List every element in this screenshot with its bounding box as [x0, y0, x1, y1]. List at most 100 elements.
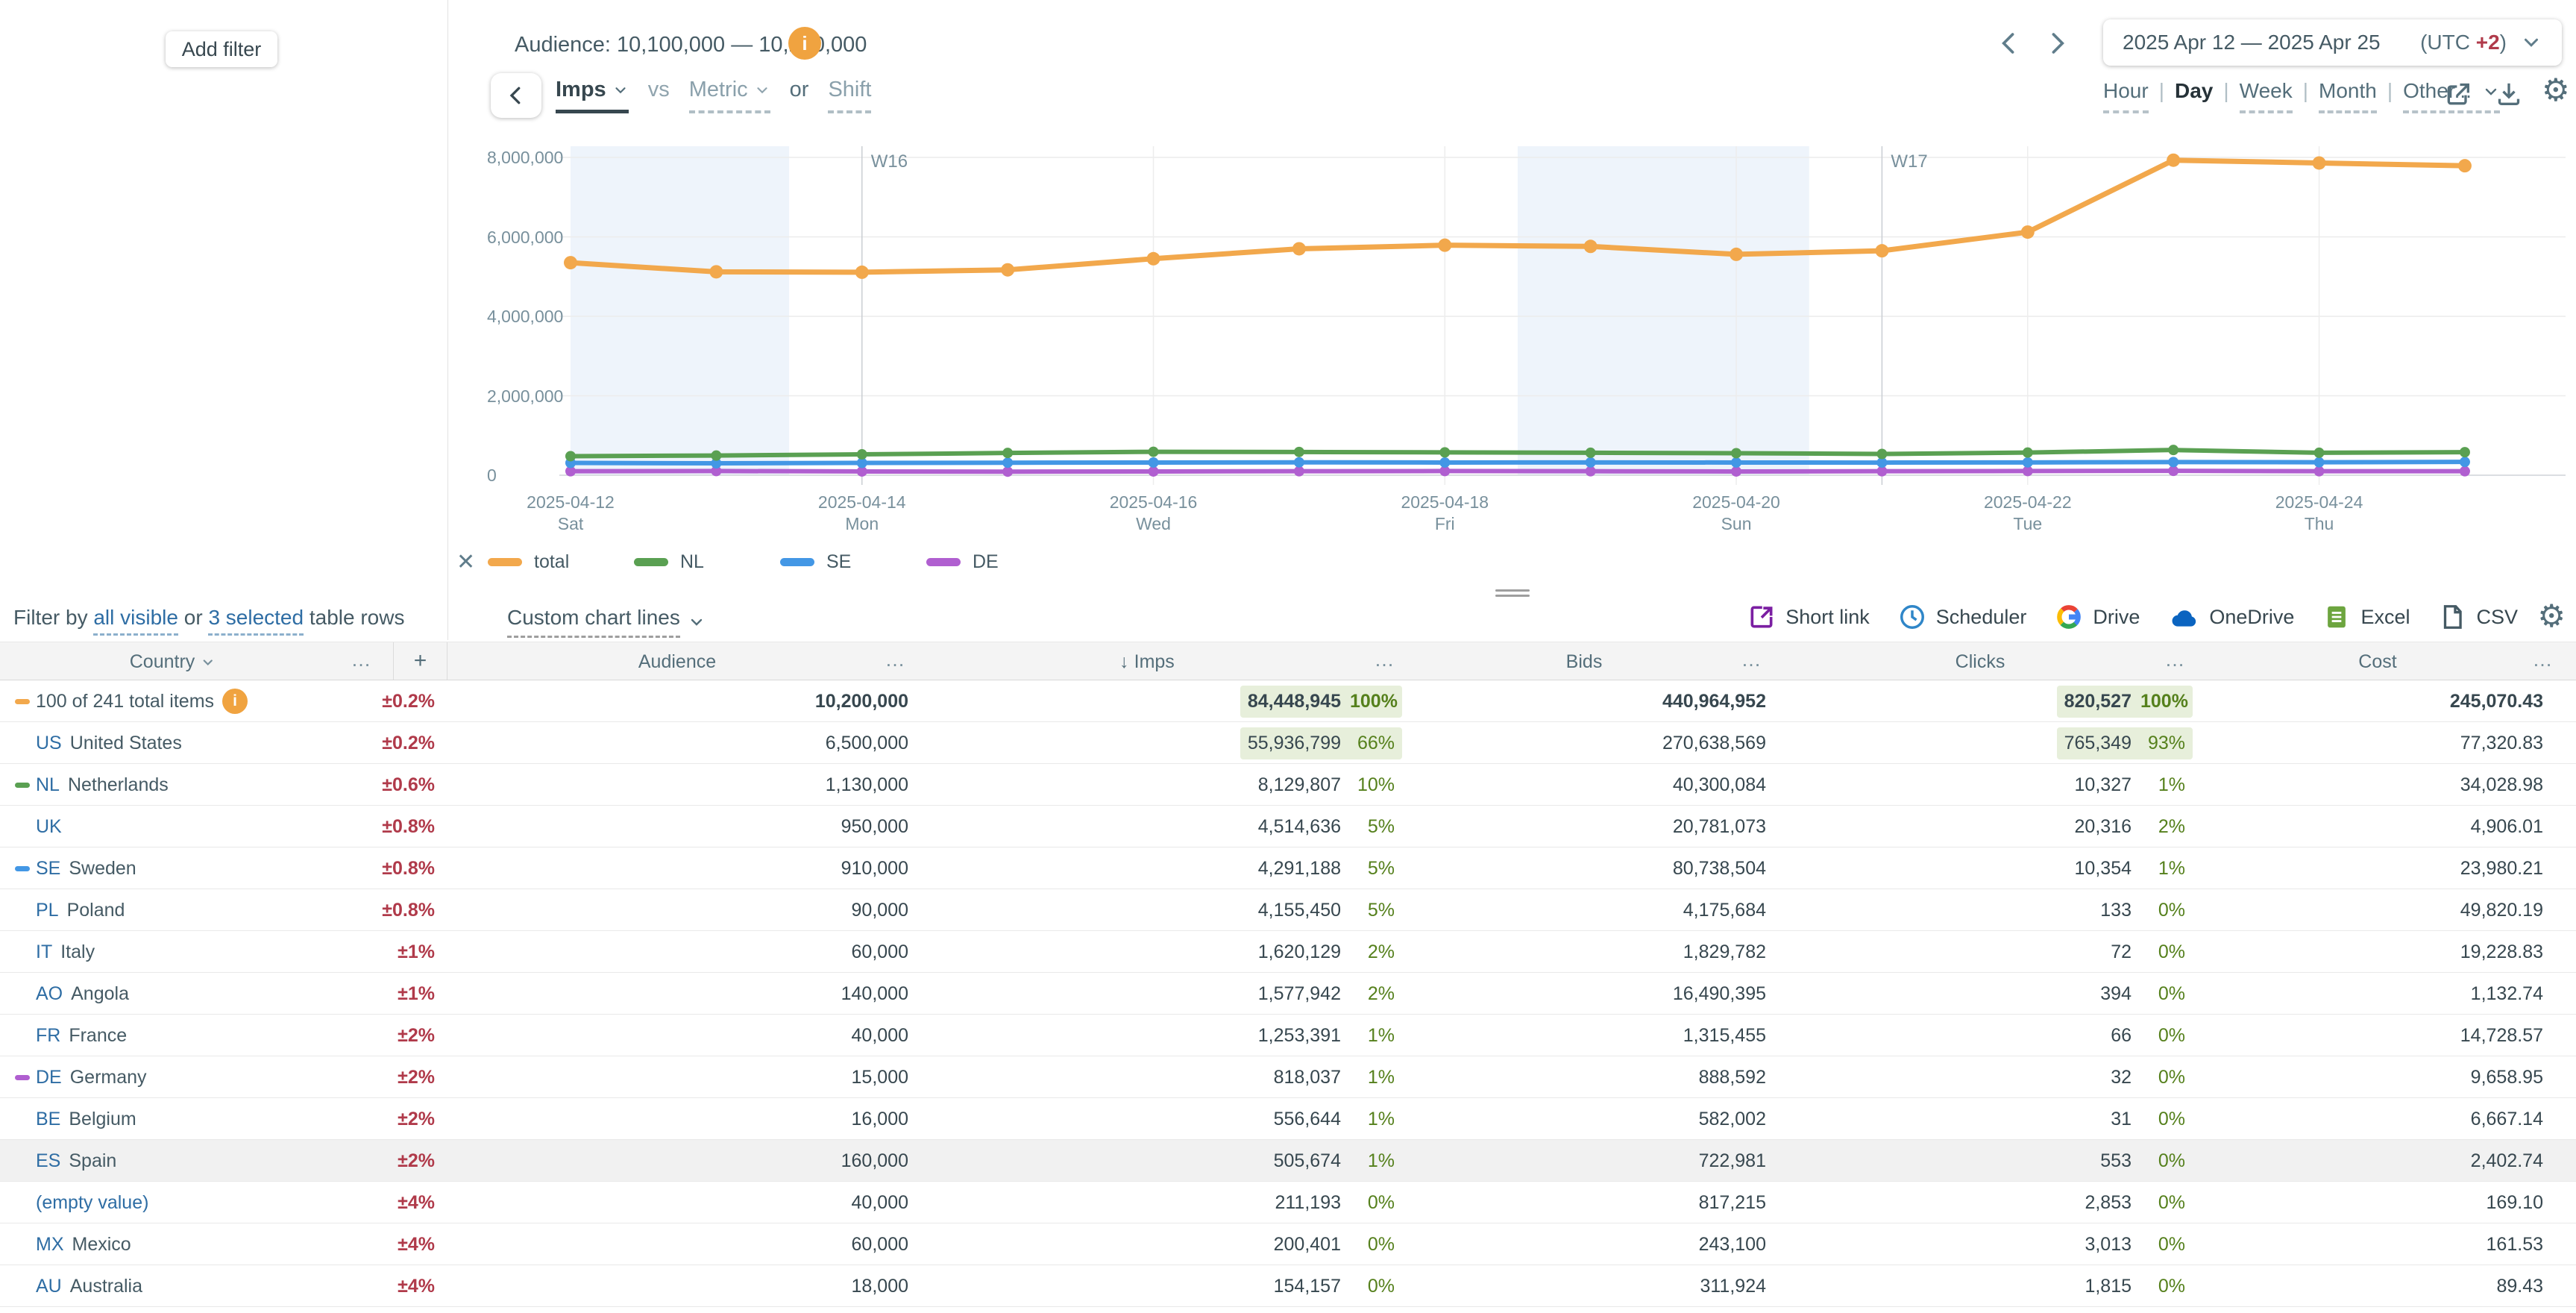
data-point[interactable]: [1293, 466, 1304, 477]
data-point[interactable]: [1439, 466, 1451, 477]
legend-item-total[interactable]: total: [488, 551, 634, 573]
open-in-new-icon[interactable]: [2443, 79, 2473, 109]
date-range-picker[interactable]: 2025 Apr 12 — 2025 Apr 25 (UTC +2): [2103, 19, 2562, 66]
custom-chart-lines-dropdown[interactable]: Custom chart lines: [507, 606, 706, 638]
table-row[interactable]: (empty value) ±4% 40,000 211,193 0% 817,215 2,…: [0, 1182, 2576, 1223]
data-point[interactable]: [2168, 445, 2179, 456]
data-point[interactable]: [2457, 159, 2472, 173]
data-point[interactable]: [1002, 466, 1014, 477]
table-row[interactable]: PL Poland ±0.8% 90,000 4,155,450 5% 4,175,684 1…: [0, 889, 2576, 931]
data-point[interactable]: [1583, 239, 1598, 254]
data-point[interactable]: [1731, 457, 1742, 468]
table-row[interactable]: ES Spain ±2% 160,000 505,674 1% 722,981 553 0% 2,…: [0, 1140, 2576, 1182]
data-point[interactable]: [2022, 457, 2033, 468]
table-row[interactable]: BE Belgium ±2% 16,000 556,644 1% 582,002 31 0% 6,…: [0, 1098, 2576, 1140]
country-code-link[interactable]: IT: [36, 941, 53, 962]
data-point[interactable]: [1438, 238, 1452, 252]
data-point[interactable]: [1148, 446, 1159, 457]
data-point[interactable]: [1876, 448, 1888, 460]
data-point[interactable]: [2313, 457, 2325, 468]
country-code-link[interactable]: MX: [36, 1233, 64, 1255]
data-point[interactable]: [711, 450, 722, 461]
series-line-SE[interactable]: [570, 460, 2465, 466]
table-row[interactable]: IT Italy ±1% 60,000 1,620,129 2% 1,829,782 72 0%…: [0, 931, 2576, 973]
data-point[interactable]: [2459, 466, 2470, 477]
data-point[interactable]: [1292, 242, 1306, 256]
data-point[interactable]: [1293, 457, 1304, 468]
data-point[interactable]: [2022, 466, 2033, 477]
data-point[interactable]: [1876, 466, 1888, 477]
data-point[interactable]: [1439, 457, 1451, 468]
collapse-panel-button[interactable]: [491, 73, 541, 118]
column-menu-icon[interactable]: …: [1741, 648, 1763, 671]
data-point[interactable]: [1293, 446, 1304, 457]
table-row[interactable]: DE Germany ±2% 15,000 818,037 1% 888,592 32 0% 9,…: [0, 1056, 2576, 1098]
data-point[interactable]: [2167, 153, 2181, 167]
country-code-link[interactable]: BE: [36, 1108, 61, 1129]
data-point[interactable]: [1002, 457, 1014, 469]
shift-toggle[interactable]: Shift: [828, 78, 872, 113]
data-point[interactable]: [2168, 457, 2179, 468]
granularity-hour[interactable]: Hour: [2103, 79, 2149, 113]
data-point[interactable]: [1730, 247, 1744, 261]
country-code-link[interactable]: AO: [36, 983, 63, 1004]
country-code-link[interactable]: FR: [36, 1024, 61, 1046]
download-icon[interactable]: [2494, 79, 2524, 109]
country-code-link[interactable]: UK: [36, 815, 62, 837]
country-code-link[interactable]: NL: [36, 774, 60, 795]
time-series-chart[interactable]: W16 W17: [447, 142, 2576, 537]
granularity-day[interactable]: Day: [2174, 79, 2214, 102]
data-point[interactable]: [856, 466, 867, 477]
granularity-other[interactable]: Other...: [2403, 79, 2500, 113]
data-point[interactable]: [855, 265, 869, 279]
data-point[interactable]: [2020, 225, 2035, 239]
add-filter-button[interactable]: Add filter: [166, 31, 277, 67]
granularity-month[interactable]: Month: [2319, 79, 2377, 113]
excel-button[interactable]: Excel: [2322, 603, 2410, 631]
data-point[interactable]: [2168, 466, 2179, 477]
drive-button[interactable]: Drive: [2055, 603, 2140, 631]
add-column-button[interactable]: +: [393, 642, 447, 680]
metric-selected-dropdown[interactable]: Imps: [556, 78, 629, 113]
data-point[interactable]: [1148, 457, 1159, 468]
all-visible-link[interactable]: all visible: [93, 606, 178, 636]
country-code-link[interactable]: PL: [36, 899, 59, 921]
info-icon[interactable]: i: [788, 27, 821, 60]
column-header-imps[interactable]: ↓ Imps: [1119, 651, 1175, 672]
table-row[interactable]: FR France ±2% 40,000 1,253,391 1% 1,315,455 66 0…: [0, 1015, 2576, 1056]
granularity-week[interactable]: Week: [2239, 79, 2293, 113]
data-point[interactable]: [1585, 457, 1596, 468]
data-point[interactable]: [2312, 156, 2326, 170]
column-header-cost[interactable]: Cost: [2358, 651, 2397, 672]
prev-period-button[interactable]: [1993, 27, 2026, 60]
column-menu-icon[interactable]: …: [351, 648, 373, 671]
data-point[interactable]: [1146, 251, 1160, 266]
country-code-link[interactable]: (empty value): [36, 1191, 149, 1213]
table-row[interactable]: SE Sweden ±0.8% 910,000 4,291,188 5% 80,738,50…: [0, 847, 2576, 889]
data-point[interactable]: [1439, 447, 1451, 458]
data-point[interactable]: [1148, 466, 1159, 477]
series-line-NL[interactable]: [570, 448, 2465, 459]
data-point[interactable]: [1731, 466, 1742, 477]
scheduler-button[interactable]: Scheduler: [1898, 603, 2026, 631]
gear-icon[interactable]: ⚙: [2542, 72, 2570, 107]
data-point[interactable]: [856, 457, 867, 469]
column-menu-icon[interactable]: …: [1374, 648, 1396, 671]
chart-canvas[interactable]: W16 W17: [447, 142, 2576, 537]
country-code-link[interactable]: SE: [36, 857, 61, 879]
table-row[interactable]: NL Netherlands ±0.6% 1,130,000 8,129,807 10% 4…: [0, 764, 2576, 806]
data-point[interactable]: [1002, 448, 1014, 459]
data-point[interactable]: [2313, 447, 2325, 458]
data-point[interactable]: [1876, 457, 1888, 469]
data-point[interactable]: [565, 451, 576, 462]
legend-item-DE[interactable]: DE: [926, 551, 1072, 573]
data-point[interactable]: [565, 466, 576, 477]
chart-resize-handle[interactable]: [1495, 589, 1530, 598]
data-point[interactable]: [1001, 263, 1015, 277]
onedrive-button[interactable]: OneDrive: [2168, 603, 2294, 631]
data-point[interactable]: [1731, 448, 1742, 459]
data-point[interactable]: [1585, 466, 1596, 477]
column-header-clicks[interactable]: Clicks: [1955, 651, 2005, 672]
country-code-link[interactable]: DE: [36, 1066, 62, 1088]
data-point[interactable]: [711, 458, 722, 469]
